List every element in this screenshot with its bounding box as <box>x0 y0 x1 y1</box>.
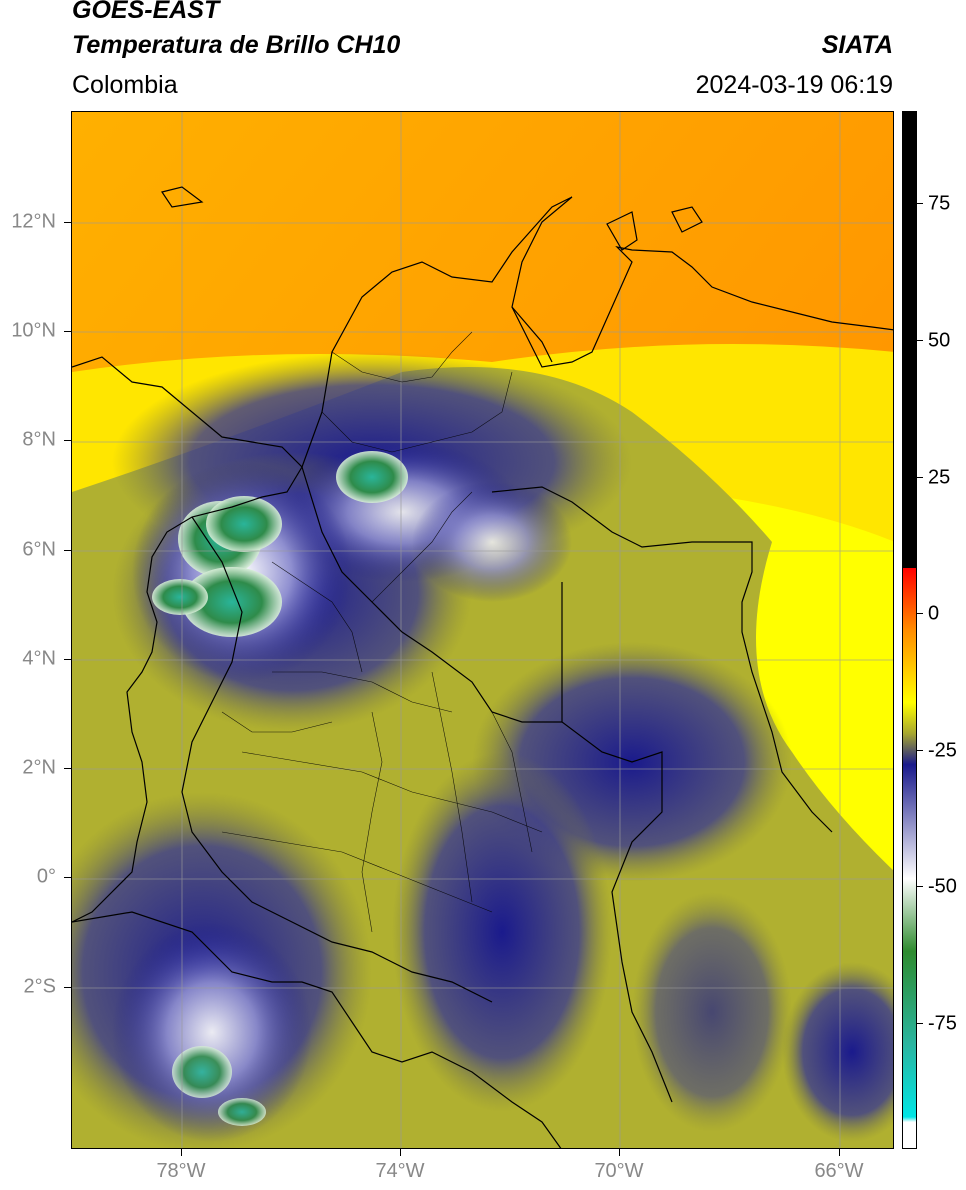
lat-label-6n: 6°N <box>22 538 56 561</box>
lat-label-2s: 2°S <box>23 975 56 998</box>
lon-tick <box>400 1149 401 1156</box>
lat-tick <box>64 768 71 769</box>
colorbar-tick <box>917 340 923 341</box>
temperature-colorbar <box>902 111 917 1149</box>
lon-label-78w: 78°W <box>156 1160 206 1182</box>
colorbar-tick <box>917 203 923 204</box>
colorbar-tick <box>917 477 923 478</box>
department-borders <box>221 331 543 933</box>
map-gridlines <box>72 112 893 1148</box>
lon-label-74w: 74°W <box>375 1160 425 1182</box>
lon-tick <box>839 1149 840 1156</box>
colorbar-tick <box>917 1023 923 1024</box>
colorbar-label-50: 50 <box>928 329 951 352</box>
country-borders <box>72 186 893 1148</box>
colorbar-tick <box>917 750 923 751</box>
colorbar-tick <box>917 613 923 614</box>
lat-label-0: 0° <box>36 865 56 888</box>
lat-label-4n: 4°N <box>22 647 56 670</box>
region-label: Colombia <box>72 71 178 99</box>
lat-tick <box>64 222 71 223</box>
organization-label: SIATA <box>821 31 893 59</box>
lat-tick <box>64 877 71 878</box>
colorbar-label-minus50: -50 <box>928 875 957 898</box>
lat-label-12n: 12°N <box>11 210 56 233</box>
colorbar-tick <box>917 886 923 887</box>
lat-tick <box>64 550 71 551</box>
colorbar-label-75: 75 <box>928 192 951 215</box>
lat-tick <box>64 987 71 988</box>
colorbar-label-minus25: -25 <box>928 739 957 762</box>
lon-label-70w: 70°W <box>594 1160 644 1182</box>
lat-tick <box>64 659 71 660</box>
satellite-title: GOES-EAST <box>72 0 220 24</box>
lat-label-8n: 8°N <box>22 428 56 451</box>
map-canvas <box>72 112 893 1148</box>
lon-tick <box>181 1149 182 1156</box>
lat-label-10n: 10°N <box>11 319 56 342</box>
lat-tick <box>64 440 71 441</box>
satellite-map[interactable] <box>71 111 894 1149</box>
lon-label-66w: 66°W <box>814 1160 864 1182</box>
lon-tick <box>619 1149 620 1156</box>
timestamp-label: 2024-03-19 06:19 <box>695 71 893 99</box>
colorbar-label-25: 25 <box>928 466 951 489</box>
lat-tick <box>64 331 71 332</box>
colorbar-label-minus75: -75 <box>928 1012 957 1035</box>
product-title: Temperatura de Brillo CH10 <box>72 31 401 59</box>
lat-label-2n: 2°N <box>22 756 56 779</box>
colorbar-label-0: 0 <box>928 602 940 625</box>
